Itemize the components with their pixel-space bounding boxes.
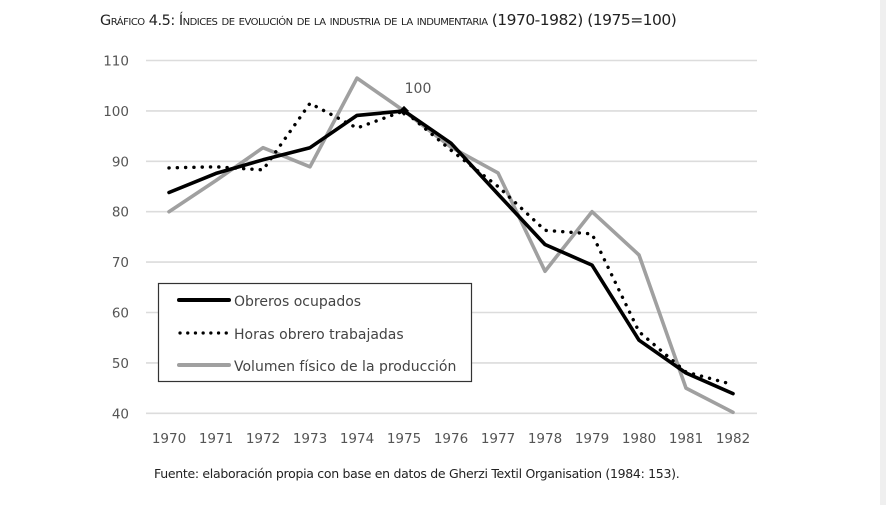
x-tick-label: 1977 [481, 431, 515, 447]
x-tick-label: 1973 [293, 431, 327, 447]
y-tick-label: 110 [103, 54, 129, 70]
y-tick-label: 60 [112, 306, 129, 322]
y-tick-label: 80 [112, 205, 129, 221]
x-tick-label: 1970 [152, 431, 186, 447]
chart-title: Gráfico 4.5: Índices de evolución de la … [100, 11, 780, 29]
series-line [167, 76, 735, 415]
series-line [167, 101, 735, 387]
x-tick-label: 1979 [575, 431, 609, 447]
x-tick-label: 1980 [622, 431, 656, 447]
y-tick-label: 100 [103, 104, 129, 120]
annotations: 100 [399, 81, 431, 116]
legend: Obreros ocupados Horas obrero trabajadas… [157, 282, 473, 383]
y-tick-label: 90 [112, 154, 129, 170]
x-tick-label: 1971 [199, 431, 233, 447]
legend-label-horas: Horas obrero trabajadas [234, 327, 404, 343]
series-obreros-ocupados [167, 109, 735, 396]
chart-title-range: (1970-1982) (1975=100) [491, 11, 677, 29]
x-tick-label: 1976 [434, 431, 468, 447]
scrollbar[interactable] [880, 0, 886, 505]
chart-title-main: Gráfico 4.5: Índices de evolución de la … [100, 13, 488, 29]
y-tick-label: 70 [112, 255, 129, 271]
y-axis-ticks: 40 50 60 70 80 90 100 110 [103, 54, 129, 423]
legend-label-volumen: Volumen físico de la producción [234, 359, 456, 375]
x-tick-label: 1981 [669, 431, 703, 447]
y-tick-label: 50 [112, 356, 129, 372]
annotation-label: 100 [405, 81, 432, 97]
x-tick-label: 1982 [716, 431, 750, 447]
x-tick-label: 1972 [246, 431, 280, 447]
x-tick-label: 1978 [528, 431, 562, 447]
diamond-marker [399, 105, 409, 116]
x-tick-label: 1974 [340, 431, 374, 447]
x-tick-label: 1975 [387, 431, 421, 447]
series-lines [167, 76, 735, 415]
series-horas-obrero-trabajadas [167, 101, 735, 387]
source-note: Fuente: elaboración propia con base en d… [154, 466, 680, 481]
legend-label-obreros: Obreros ocupados [234, 294, 361, 310]
series-volumen-fisico [167, 76, 735, 415]
series-line [167, 109, 735, 396]
x-axis-ticks: 1970 1971 1972 1973 1974 1975 1976 1977 1978 1979… [152, 431, 750, 447]
y-tick-label: 40 [112, 406, 129, 422]
